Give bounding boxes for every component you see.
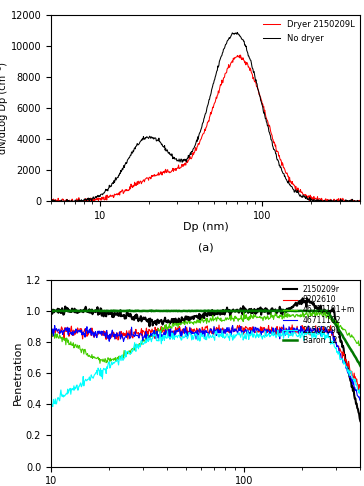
46711102 [358, 398, 363, 404]
8202610 [358, 387, 363, 393]
8202610 [196, 328, 200, 333]
46711101+m [303, 311, 307, 317]
2150209r [233, 309, 237, 314]
2150209r [49, 306, 53, 312]
46711102 [281, 322, 286, 328]
Baron 12" [303, 308, 307, 314]
46711101+m [198, 320, 203, 326]
Legend: Dryer 2150209L, No dryer: Dryer 2150209L, No dryer [262, 19, 356, 44]
46711101+m [358, 343, 363, 348]
2150209r [305, 295, 309, 301]
8202610 [351, 375, 356, 381]
Text: (a): (a) [198, 243, 213, 252]
Baron 12" [216, 308, 221, 314]
2150209r [196, 315, 200, 321]
46711102 [49, 330, 53, 336]
Line: 2150209L: 2150209L [51, 330, 360, 408]
2150209L [196, 337, 200, 343]
46711101+m [98, 361, 102, 366]
46711102 [198, 326, 202, 331]
Baron 12" [49, 308, 53, 314]
Y-axis label: dN/dLog Dp (cm⁻³): dN/dLog Dp (cm⁻³) [0, 62, 8, 154]
46711101+m [49, 333, 53, 339]
2150209r [351, 385, 356, 391]
46711102 [303, 328, 307, 333]
Line: 8202610: 8202610 [51, 325, 360, 390]
2150209r [358, 418, 363, 424]
46711102 [233, 328, 237, 334]
8202610 [49, 326, 53, 331]
Baron 12" [196, 308, 200, 313]
2150209L [276, 328, 280, 333]
Line: 46711102: 46711102 [51, 325, 360, 401]
8202610 [198, 330, 202, 335]
2150209L [303, 331, 307, 337]
2150209L [358, 391, 363, 397]
8202610 [290, 322, 294, 328]
46711102 [351, 379, 356, 384]
46711101+m [321, 307, 326, 313]
Baron 12" [198, 308, 202, 314]
Line: 2150209r: 2150209r [51, 298, 360, 421]
46711102 [196, 333, 200, 339]
46711102 [216, 326, 221, 332]
Baron 12" [263, 308, 267, 313]
Baron 12" [358, 363, 363, 369]
2150209L [233, 334, 237, 340]
8202610 [303, 330, 307, 335]
Y-axis label: Penetration: Penetration [13, 341, 23, 405]
2150209L [216, 334, 221, 340]
2150209r [198, 317, 202, 323]
46711101+m [196, 317, 201, 323]
X-axis label: Dp (nm): Dp (nm) [183, 223, 229, 232]
Baron 12" [233, 308, 237, 313]
Line: 46711101+m: 46711101+m [51, 310, 360, 364]
Line: Baron 12": Baron 12" [51, 311, 360, 366]
2150209L [198, 338, 202, 344]
2150209r [216, 310, 221, 315]
8202610 [216, 329, 221, 335]
46711101+m [352, 336, 356, 342]
46711101+m [234, 315, 238, 321]
2150209L [351, 377, 356, 382]
2150209L [49, 405, 53, 411]
8202610 [356, 387, 361, 393]
Legend: 2150209r, 8202610, 46711101+m, 46711102, 2150209L, Baron 12": 2150209r, 8202610, 46711101+m, 46711102,… [281, 284, 357, 347]
46711101+m [217, 315, 221, 321]
2150209r [302, 299, 307, 305]
Baron 12" [351, 351, 356, 357]
8202610 [233, 328, 237, 333]
